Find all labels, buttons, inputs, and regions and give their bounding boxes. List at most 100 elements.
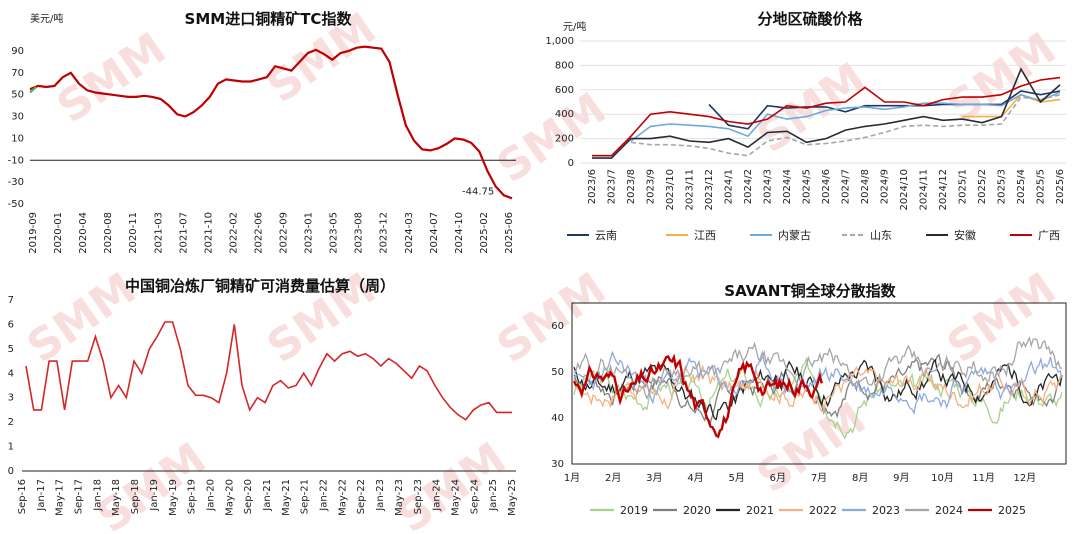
watermark-text: SMM (748, 393, 875, 503)
weeks-y-tick: 3 (8, 393, 14, 404)
weeks-x-tick: Sep-23 (413, 479, 424, 514)
acid-y-tick: 600 (555, 85, 574, 96)
acid-y-tick: 800 (555, 60, 574, 71)
acid-y-tick: 1,000 (545, 36, 574, 47)
tc-y-tick: -50 (8, 199, 24, 210)
tc-x-tick: 2023-12 (379, 212, 390, 254)
acid-x-tick: 2025/5 (1036, 169, 1047, 204)
tc-y-tick: 30 (11, 112, 24, 123)
acid-unit-label: 元/吨 (563, 20, 586, 33)
acid-x-tick: 2024/11 (919, 169, 930, 211)
weeks-x-tick: May-25 (507, 479, 518, 516)
weeks-chart-title: 中国铜冶炼厂铜精矿可消费量估算（周） (125, 277, 395, 295)
acid-series-line (592, 67, 1061, 159)
acid-y-tick: 0 (568, 158, 574, 169)
savant-x-tick: 9月 (893, 472, 909, 484)
acid-x-tick: 2024/4 (782, 169, 793, 204)
tc-unit-label: 美元/吨 (30, 12, 63, 25)
weeks-x-tick: Jan-20 (205, 479, 216, 512)
tc-x-tick: 2023-01 (304, 212, 315, 254)
savant-series-line (573, 356, 1063, 440)
weeks-y-tick: 6 (8, 319, 14, 330)
tc-x-tick: 2025-02 (479, 212, 490, 254)
weeks-x-tick: May-18 (111, 479, 122, 516)
acid-x-tick: 2024/6 (821, 169, 832, 204)
acid-x-tick: 2024/10 (899, 169, 910, 211)
weeks-x-tick: Sep-16 (17, 479, 28, 514)
acid-y-tick: 400 (555, 109, 574, 120)
acid-legend-label: 山东 (870, 229, 892, 242)
weeks-y-tick: 2 (8, 417, 14, 428)
acid-x-tick: 2023/9 (646, 169, 657, 204)
weeks-x-tick: Jan-18 (92, 479, 103, 512)
acid-legend-label: 广西 (1038, 229, 1060, 242)
acid-x-tick: 2024/12 (938, 169, 949, 211)
acid-x-tick: 2023/7 (607, 169, 618, 204)
weeks-x-tick: May-24 (450, 479, 461, 516)
weeks-y-tick: 4 (8, 368, 14, 379)
acid-legend-label: 云南 (595, 229, 617, 242)
savant-x-tick: 7月 (811, 472, 827, 484)
tc-chart-title: SMM进口铜精矿TC指数 (185, 10, 353, 28)
savant-x-tick: 4月 (687, 472, 703, 484)
savant-legend-label: 2019 (620, 504, 648, 517)
savant-plot-frame (571, 302, 1067, 465)
savant-x-tick: 6月 (770, 472, 786, 484)
sulfuric-acid-chart: 元/吨 分地区硫酸价格 1,000 800 600 400 200 0 2023/6 2023… (545, 10, 1066, 242)
acid-x-tick: 2023/6 (587, 169, 598, 204)
savant-series-line (573, 353, 1063, 424)
weeks-x-tick: Jan-21 (262, 479, 273, 512)
tc-y-tick: -10 (8, 155, 24, 166)
savant-x-tick: 3月 (646, 472, 662, 484)
tc-x-tick: 2024-10 (454, 212, 465, 254)
tc-y-tick: 90 (11, 46, 24, 57)
tc-x-tick: 2020-08 (103, 212, 114, 254)
acid-legend-label: 安徽 (954, 228, 976, 242)
tc-x-tick: 2020-04 (78, 212, 89, 254)
tc-x-tick: 2019-09 (28, 212, 39, 254)
tc-x-tick: 2023-08 (354, 212, 365, 254)
acid-x-tick: 2023/10 (665, 169, 676, 211)
weeks-x-tick: May-17 (55, 479, 66, 516)
weeks-x-tick: Sep-20 (243, 479, 254, 514)
tc-x-tick: 2020-11 (128, 212, 139, 254)
savant-y-tick: 50 (551, 367, 564, 378)
tc-y-tick: 10 (11, 133, 24, 144)
tc-x-tick: 2021-07 (178, 212, 189, 254)
savant-legend-label: 2022 (809, 504, 837, 517)
tc-series-start-segment (29, 86, 37, 94)
savant-series-line (573, 350, 1063, 415)
tc-series-line (29, 45, 513, 200)
savant-chart-title: SAVANT铜全球分散指数 (724, 282, 896, 300)
savant-x-tick: 12月 (1013, 472, 1036, 484)
weeks-x-tick: May-20 (224, 479, 235, 516)
weeks-x-tick: Jan-22 (319, 479, 330, 512)
savant-series-line (572, 353, 823, 439)
tc-x-tick: 2024-07 (429, 212, 440, 254)
acid-x-tick: 2024/8 (860, 169, 871, 204)
savant-legend-label: 2024 (935, 504, 963, 517)
savant-series-line (573, 364, 1063, 413)
tc-y-tick: -30 (8, 177, 24, 188)
weeks-y-tick: 5 (8, 344, 14, 355)
tc-x-tick: 2022-02 (228, 212, 239, 254)
weeks-x-tick: Sep-17 (74, 479, 85, 514)
acid-x-tick: 2024/7 (841, 169, 852, 204)
savant-y-tick: 40 (551, 413, 564, 424)
acid-legend-label: 江西 (694, 229, 716, 242)
tc-annotation: -44.75 (462, 186, 494, 197)
acid-x-tick: 2024/9 (880, 169, 891, 204)
acid-x-tick: 2024/5 (802, 169, 813, 204)
weeks-x-tick: Jan-24 (432, 479, 443, 512)
acid-series-line (630, 91, 1061, 142)
tc-x-tick: 2025-06 (504, 212, 515, 254)
savant-x-tick: 11月 (972, 472, 995, 484)
acid-x-tick: 2023/11 (685, 169, 696, 211)
acid-x-tick: 2023/12 (704, 169, 715, 211)
tc-x-tick: 2020-01 (53, 212, 64, 254)
savant-x-tick: 1月 (564, 472, 580, 484)
weeks-y-tick: 0 (8, 466, 14, 477)
